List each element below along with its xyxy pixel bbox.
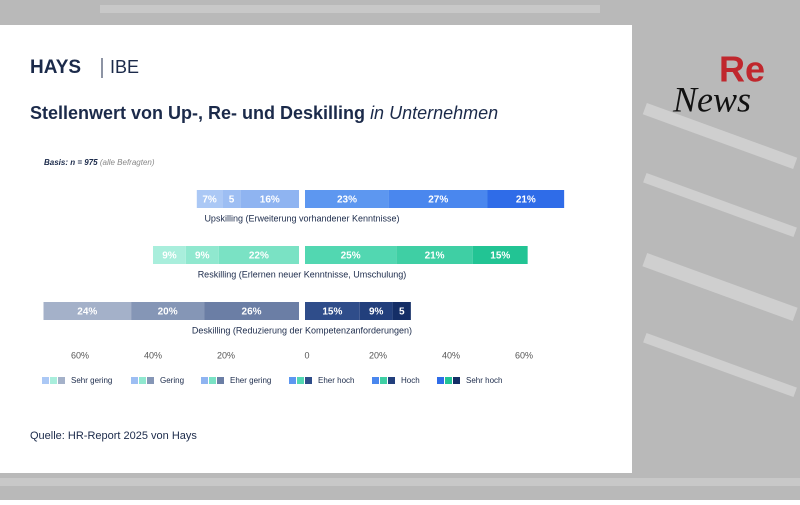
chart-title: Stellenwert von Up-, Re- und Deskilling … bbox=[30, 103, 498, 123]
value-label: 15% bbox=[490, 251, 510, 262]
value-label: 5 bbox=[229, 195, 235, 206]
bar-segment bbox=[240, 190, 299, 208]
value-label: 27% bbox=[428, 195, 448, 206]
x-tick-label: 20% bbox=[369, 350, 387, 360]
legend-swatch bbox=[289, 377, 296, 384]
legend-swatch bbox=[42, 377, 49, 384]
bar-segment bbox=[392, 302, 411, 320]
basis-label: Basis: n = 975 bbox=[44, 158, 98, 167]
bar-segment bbox=[204, 302, 299, 320]
source: Quelle: HR-Report 2025 von Hays bbox=[30, 430, 197, 442]
basis: Basis: n = 975 (alle Befragten) bbox=[44, 158, 155, 167]
legend-swatch bbox=[139, 377, 146, 384]
legend-swatch bbox=[445, 377, 452, 384]
legend-swatch bbox=[388, 377, 395, 384]
value-label: 24% bbox=[77, 307, 97, 318]
legend-swatch bbox=[297, 377, 304, 384]
bar-segment bbox=[196, 190, 223, 208]
value-label: 9% bbox=[369, 307, 384, 318]
value-label: 21% bbox=[516, 195, 536, 206]
bar-segment bbox=[472, 246, 528, 264]
legend-label: Sehr gering bbox=[71, 376, 112, 385]
legend-swatch bbox=[372, 377, 379, 384]
x-tick-label: 60% bbox=[71, 350, 89, 360]
legend-swatch bbox=[209, 377, 216, 384]
category-label: Deskilling (Reduzierung der Kompetenzanf… bbox=[192, 325, 412, 335]
value-label: 16% bbox=[260, 195, 280, 206]
value-label: 25% bbox=[341, 251, 361, 262]
legend-swatch bbox=[305, 377, 312, 384]
basis-note: (alle Befragten) bbox=[100, 158, 155, 167]
legend-swatch bbox=[201, 377, 208, 384]
legend-swatch bbox=[217, 377, 224, 384]
legend-label: Hoch bbox=[401, 376, 420, 385]
legend-label: Eher hoch bbox=[318, 376, 354, 385]
x-tick-label: 60% bbox=[515, 350, 533, 360]
value-label: 20% bbox=[158, 307, 178, 318]
legend-swatch bbox=[453, 377, 460, 384]
bar-segment bbox=[388, 190, 488, 208]
value-label: 26% bbox=[242, 307, 262, 318]
bar-segment bbox=[487, 190, 565, 208]
value-label: 9% bbox=[162, 251, 177, 262]
bar-segment bbox=[396, 246, 473, 264]
legend-swatch bbox=[437, 377, 444, 384]
legend-swatch bbox=[380, 377, 387, 384]
bar-segment bbox=[305, 190, 389, 208]
x-tick-label: 40% bbox=[442, 350, 460, 360]
bar-segment bbox=[305, 246, 397, 264]
overlay-logo-top: Re bbox=[719, 49, 765, 90]
x-tick-label: 0 bbox=[304, 350, 309, 360]
brand: HAYS bbox=[30, 57, 81, 78]
newspaper-texture bbox=[0, 5, 800, 486]
bar-segment bbox=[131, 302, 205, 320]
x-tick-label: 20% bbox=[217, 350, 235, 360]
legend-swatch bbox=[50, 377, 57, 384]
legend-label: Sehr hoch bbox=[466, 376, 502, 385]
value-label: 7% bbox=[202, 195, 217, 206]
bar-segment bbox=[185, 246, 219, 264]
legend-swatch bbox=[131, 377, 138, 384]
value-label: 9% bbox=[195, 251, 210, 262]
overlay-logo-bottom: News bbox=[672, 79, 751, 119]
value-label: 22% bbox=[249, 251, 269, 262]
brand-partner: IBE bbox=[110, 57, 139, 77]
x-tick-label: 40% bbox=[144, 350, 162, 360]
bar-segment bbox=[153, 246, 186, 264]
legend-label: Eher gering bbox=[230, 376, 271, 385]
value-label: 23% bbox=[337, 195, 357, 206]
value-label: 5 bbox=[399, 307, 405, 318]
bar-segment bbox=[43, 302, 132, 320]
bar-segment bbox=[305, 302, 360, 320]
legend-swatch bbox=[58, 377, 65, 384]
bar-segment bbox=[359, 302, 393, 320]
legend-label: Gering bbox=[160, 376, 184, 385]
value-label: 15% bbox=[322, 307, 342, 318]
category-label: Upskilling (Erweiterung vorhandener Kenn… bbox=[204, 213, 399, 223]
bar-segment bbox=[218, 246, 299, 264]
legend-swatch bbox=[147, 377, 154, 384]
value-label: 21% bbox=[425, 251, 445, 262]
bar-segment bbox=[222, 190, 241, 208]
category-label: Reskilling (Erlernen neuer Kenntnisse, U… bbox=[198, 269, 407, 279]
title-emphasis: in Unternehmen bbox=[370, 103, 498, 123]
title: Stellenwert von Up-, Re- und Deskilling bbox=[30, 103, 365, 123]
